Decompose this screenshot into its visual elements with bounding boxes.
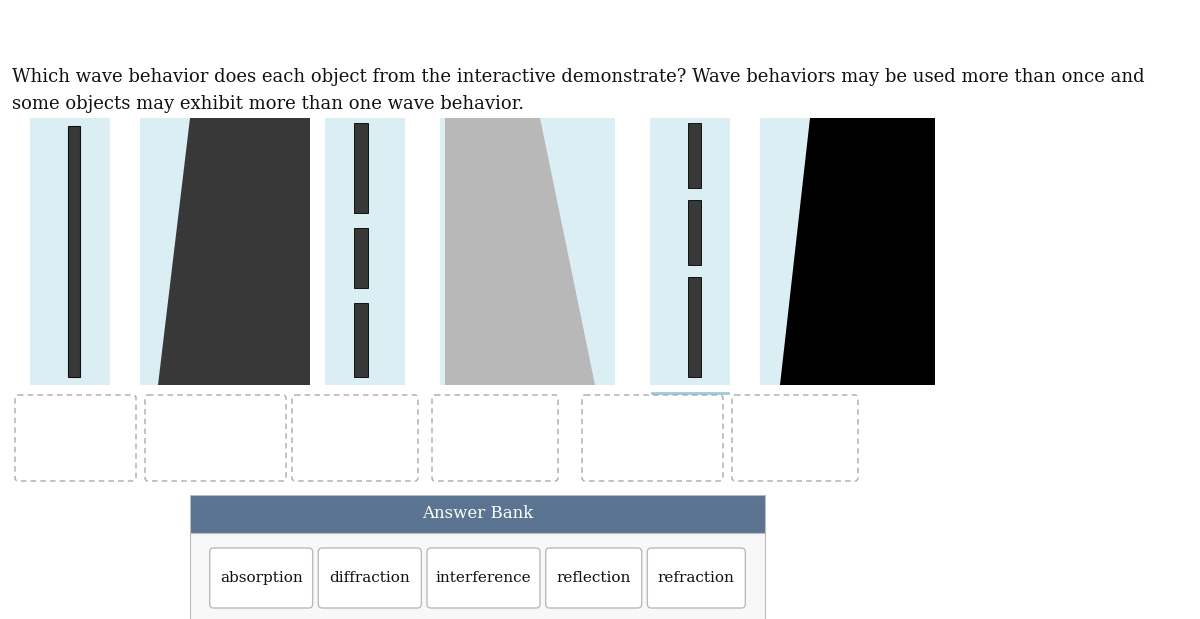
Polygon shape [445,118,595,385]
Bar [440,118,616,385]
Bar [760,118,935,385]
FancyBboxPatch shape [427,548,540,608]
Text: refraction: refraction [658,571,734,585]
Bar [190,533,766,619]
Bar [688,277,701,377]
Text: some objects may exhibit more than one wave behavior.: some objects may exhibit more than one w… [12,95,524,113]
Bar [140,118,310,385]
Text: absorption: absorption [220,571,302,585]
Bar [354,303,368,377]
FancyBboxPatch shape [582,395,722,481]
Polygon shape [158,118,310,385]
Bar [30,118,110,385]
FancyBboxPatch shape [14,395,136,481]
FancyBboxPatch shape [732,395,858,481]
Bar [650,118,730,385]
Bar [354,228,368,288]
Bar [325,118,406,385]
FancyBboxPatch shape [546,548,642,608]
Bar [190,495,766,533]
Text: diffraction: diffraction [330,571,410,585]
Text: Which wave behavior does each object from the interactive demonstrate? Wave beha: Which wave behavior does each object fro… [12,68,1145,86]
Bar [688,200,701,265]
Bar [68,126,80,377]
Text: reflection: reflection [557,571,631,585]
FancyBboxPatch shape [318,548,421,608]
Bar [354,123,368,213]
Polygon shape [780,118,935,385]
Text: interference: interference [436,571,532,585]
FancyBboxPatch shape [432,395,558,481]
FancyBboxPatch shape [145,395,286,481]
FancyBboxPatch shape [210,548,313,608]
Text: Answer Bank: Answer Bank [422,506,533,522]
Bar [688,123,701,188]
FancyBboxPatch shape [647,548,745,608]
FancyBboxPatch shape [292,395,418,481]
